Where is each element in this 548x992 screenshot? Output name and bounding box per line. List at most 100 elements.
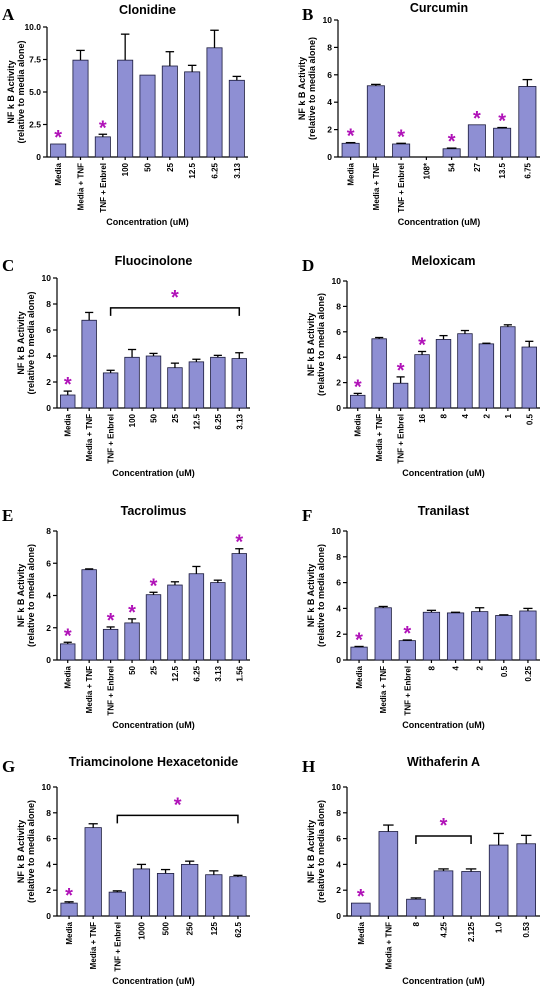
category-label: 0.5 bbox=[525, 413, 534, 425]
category-label: 2 bbox=[476, 665, 485, 670]
y-tick-label: 8 bbox=[336, 301, 341, 311]
panel-c: C Fluocinolone NF k B Activity(relative to… bbox=[2, 254, 250, 478]
y-tick-label: 0 bbox=[36, 152, 41, 162]
y-tick-label: 0 bbox=[46, 911, 51, 921]
category-label: 1.0 bbox=[495, 921, 504, 933]
bar-1 bbox=[81, 319, 97, 409]
significance-star: * bbox=[397, 360, 405, 382]
category-label: 6.25 bbox=[211, 162, 220, 178]
significance-star: * bbox=[99, 117, 107, 139]
x-axis-label: Concentration (uM) bbox=[112, 468, 195, 478]
significance-bracket bbox=[109, 307, 241, 316]
category-label: 1000 bbox=[137, 921, 146, 939]
bar-6 bbox=[516, 843, 536, 917]
x-axis-label: Concentration (uM) bbox=[402, 976, 485, 986]
significance-star: * bbox=[403, 623, 411, 645]
y-tick-label: 6 bbox=[327, 70, 332, 80]
bar-4 bbox=[446, 612, 465, 661]
bar-5 bbox=[167, 367, 183, 409]
bar-6 bbox=[188, 361, 205, 409]
category-label: 4.25 bbox=[440, 921, 449, 937]
chart-title: Fluocinolone bbox=[115, 254, 193, 268]
category-label: Media bbox=[354, 413, 363, 436]
panel-letter: A bbox=[2, 5, 15, 24]
chart-title: Tranilast bbox=[418, 504, 470, 518]
y-tick-label: 0 bbox=[327, 152, 332, 162]
category-label: Media + TNF bbox=[85, 666, 94, 713]
panel-d: D Meloxicam NF k B Activity(relative to me… bbox=[302, 254, 540, 478]
y-tick-label: 4 bbox=[327, 97, 332, 107]
panel-b: B Curcumin NF k B Activity(relative to med… bbox=[297, 1, 540, 227]
category-label: Media bbox=[54, 162, 63, 185]
category-label: 4 bbox=[461, 413, 470, 418]
bar-2 bbox=[102, 372, 119, 409]
y-axis-label-line2: (relative to media alone) bbox=[26, 800, 36, 903]
significance-star: * bbox=[54, 127, 62, 149]
y-axis-label-line1: NF k B Activity bbox=[306, 564, 316, 627]
bar-8 bbox=[521, 346, 537, 409]
category-label: 6.75 bbox=[523, 162, 532, 178]
bar-4 bbox=[461, 871, 481, 917]
bar-3 bbox=[124, 356, 140, 409]
y-axis-label-line1: NF k B Activity bbox=[297, 57, 307, 120]
category-label: 25 bbox=[166, 162, 175, 171]
category-label: Media + TNF bbox=[384, 922, 393, 969]
bar-3 bbox=[422, 611, 441, 661]
y-tick-label: 0 bbox=[46, 655, 51, 665]
y-axis-label-line2: (relative to media alone) bbox=[316, 544, 326, 647]
category-label: TNF + Enbrel bbox=[397, 414, 406, 464]
bar-2 bbox=[108, 891, 126, 917]
bar-5 bbox=[471, 611, 489, 661]
category-label: 125 bbox=[210, 921, 219, 935]
category-label: TNF + Enbrel bbox=[107, 666, 116, 716]
y-axis-label-line2: (relative to media alone) bbox=[26, 544, 36, 647]
y-axis-label-line2: (relative to media alone) bbox=[316, 293, 326, 396]
y-tick-label: 8 bbox=[46, 526, 51, 536]
bar-3 bbox=[132, 868, 151, 917]
y-tick-label: 6 bbox=[336, 834, 341, 844]
category-label: Media bbox=[64, 665, 73, 688]
y-tick-label: 2 bbox=[46, 377, 51, 387]
panel-a: A Clonidine NF k B Activity(relative to me… bbox=[2, 3, 248, 227]
significance-star: * bbox=[473, 108, 481, 130]
y-tick-label: 8 bbox=[327, 42, 332, 52]
y-axis-label-line1: NF k B Activity bbox=[16, 564, 26, 627]
bar-4 bbox=[145, 355, 162, 409]
y-tick-label: 4 bbox=[46, 859, 51, 869]
category-label: 16 bbox=[418, 413, 427, 422]
y-tick-label: 10 bbox=[332, 276, 342, 286]
y-tick-label: 6 bbox=[336, 578, 341, 588]
y-tick-label: 8 bbox=[336, 552, 341, 562]
bar-7 bbox=[206, 47, 223, 158]
y-axis-label: NF k B Activity(relative to media alone) bbox=[16, 800, 36, 903]
category-label: 54 bbox=[448, 162, 457, 171]
y-tick-label: 2 bbox=[327, 125, 332, 135]
bar-5 bbox=[457, 333, 473, 409]
y-tick-label: 10 bbox=[332, 526, 342, 536]
category-label: Media bbox=[347, 162, 356, 185]
y-axis-label-line2: (relative to media alone) bbox=[16, 40, 26, 143]
significance-star: * bbox=[235, 532, 243, 554]
bar-4 bbox=[156, 873, 175, 917]
category-label: 3.13 bbox=[214, 665, 223, 681]
panel-letter: C bbox=[2, 256, 14, 275]
panel-letter: H bbox=[302, 757, 315, 776]
bar-4 bbox=[139, 74, 156, 158]
category-label: 12.5 bbox=[192, 413, 201, 429]
y-tick-label: 6 bbox=[46, 834, 51, 844]
category-label: Media bbox=[65, 921, 74, 944]
y-tick-label: 0 bbox=[46, 403, 51, 413]
significance-star: * bbox=[64, 625, 72, 647]
y-tick-label: 8 bbox=[336, 808, 341, 818]
bar-1 bbox=[378, 831, 399, 917]
y-tick-label: 0 bbox=[336, 655, 341, 665]
category-label: 3.13 bbox=[235, 413, 244, 429]
category-label: Media bbox=[357, 921, 366, 944]
x-axis-label: Concentration (uM) bbox=[112, 976, 195, 986]
panel-h: H Withaferin A NF k B Activity(relative to… bbox=[302, 755, 540, 986]
bar-5 bbox=[488, 844, 509, 917]
category-label: 1 bbox=[504, 413, 513, 418]
bar-6 bbox=[184, 71, 201, 158]
bar-3 bbox=[117, 59, 134, 158]
